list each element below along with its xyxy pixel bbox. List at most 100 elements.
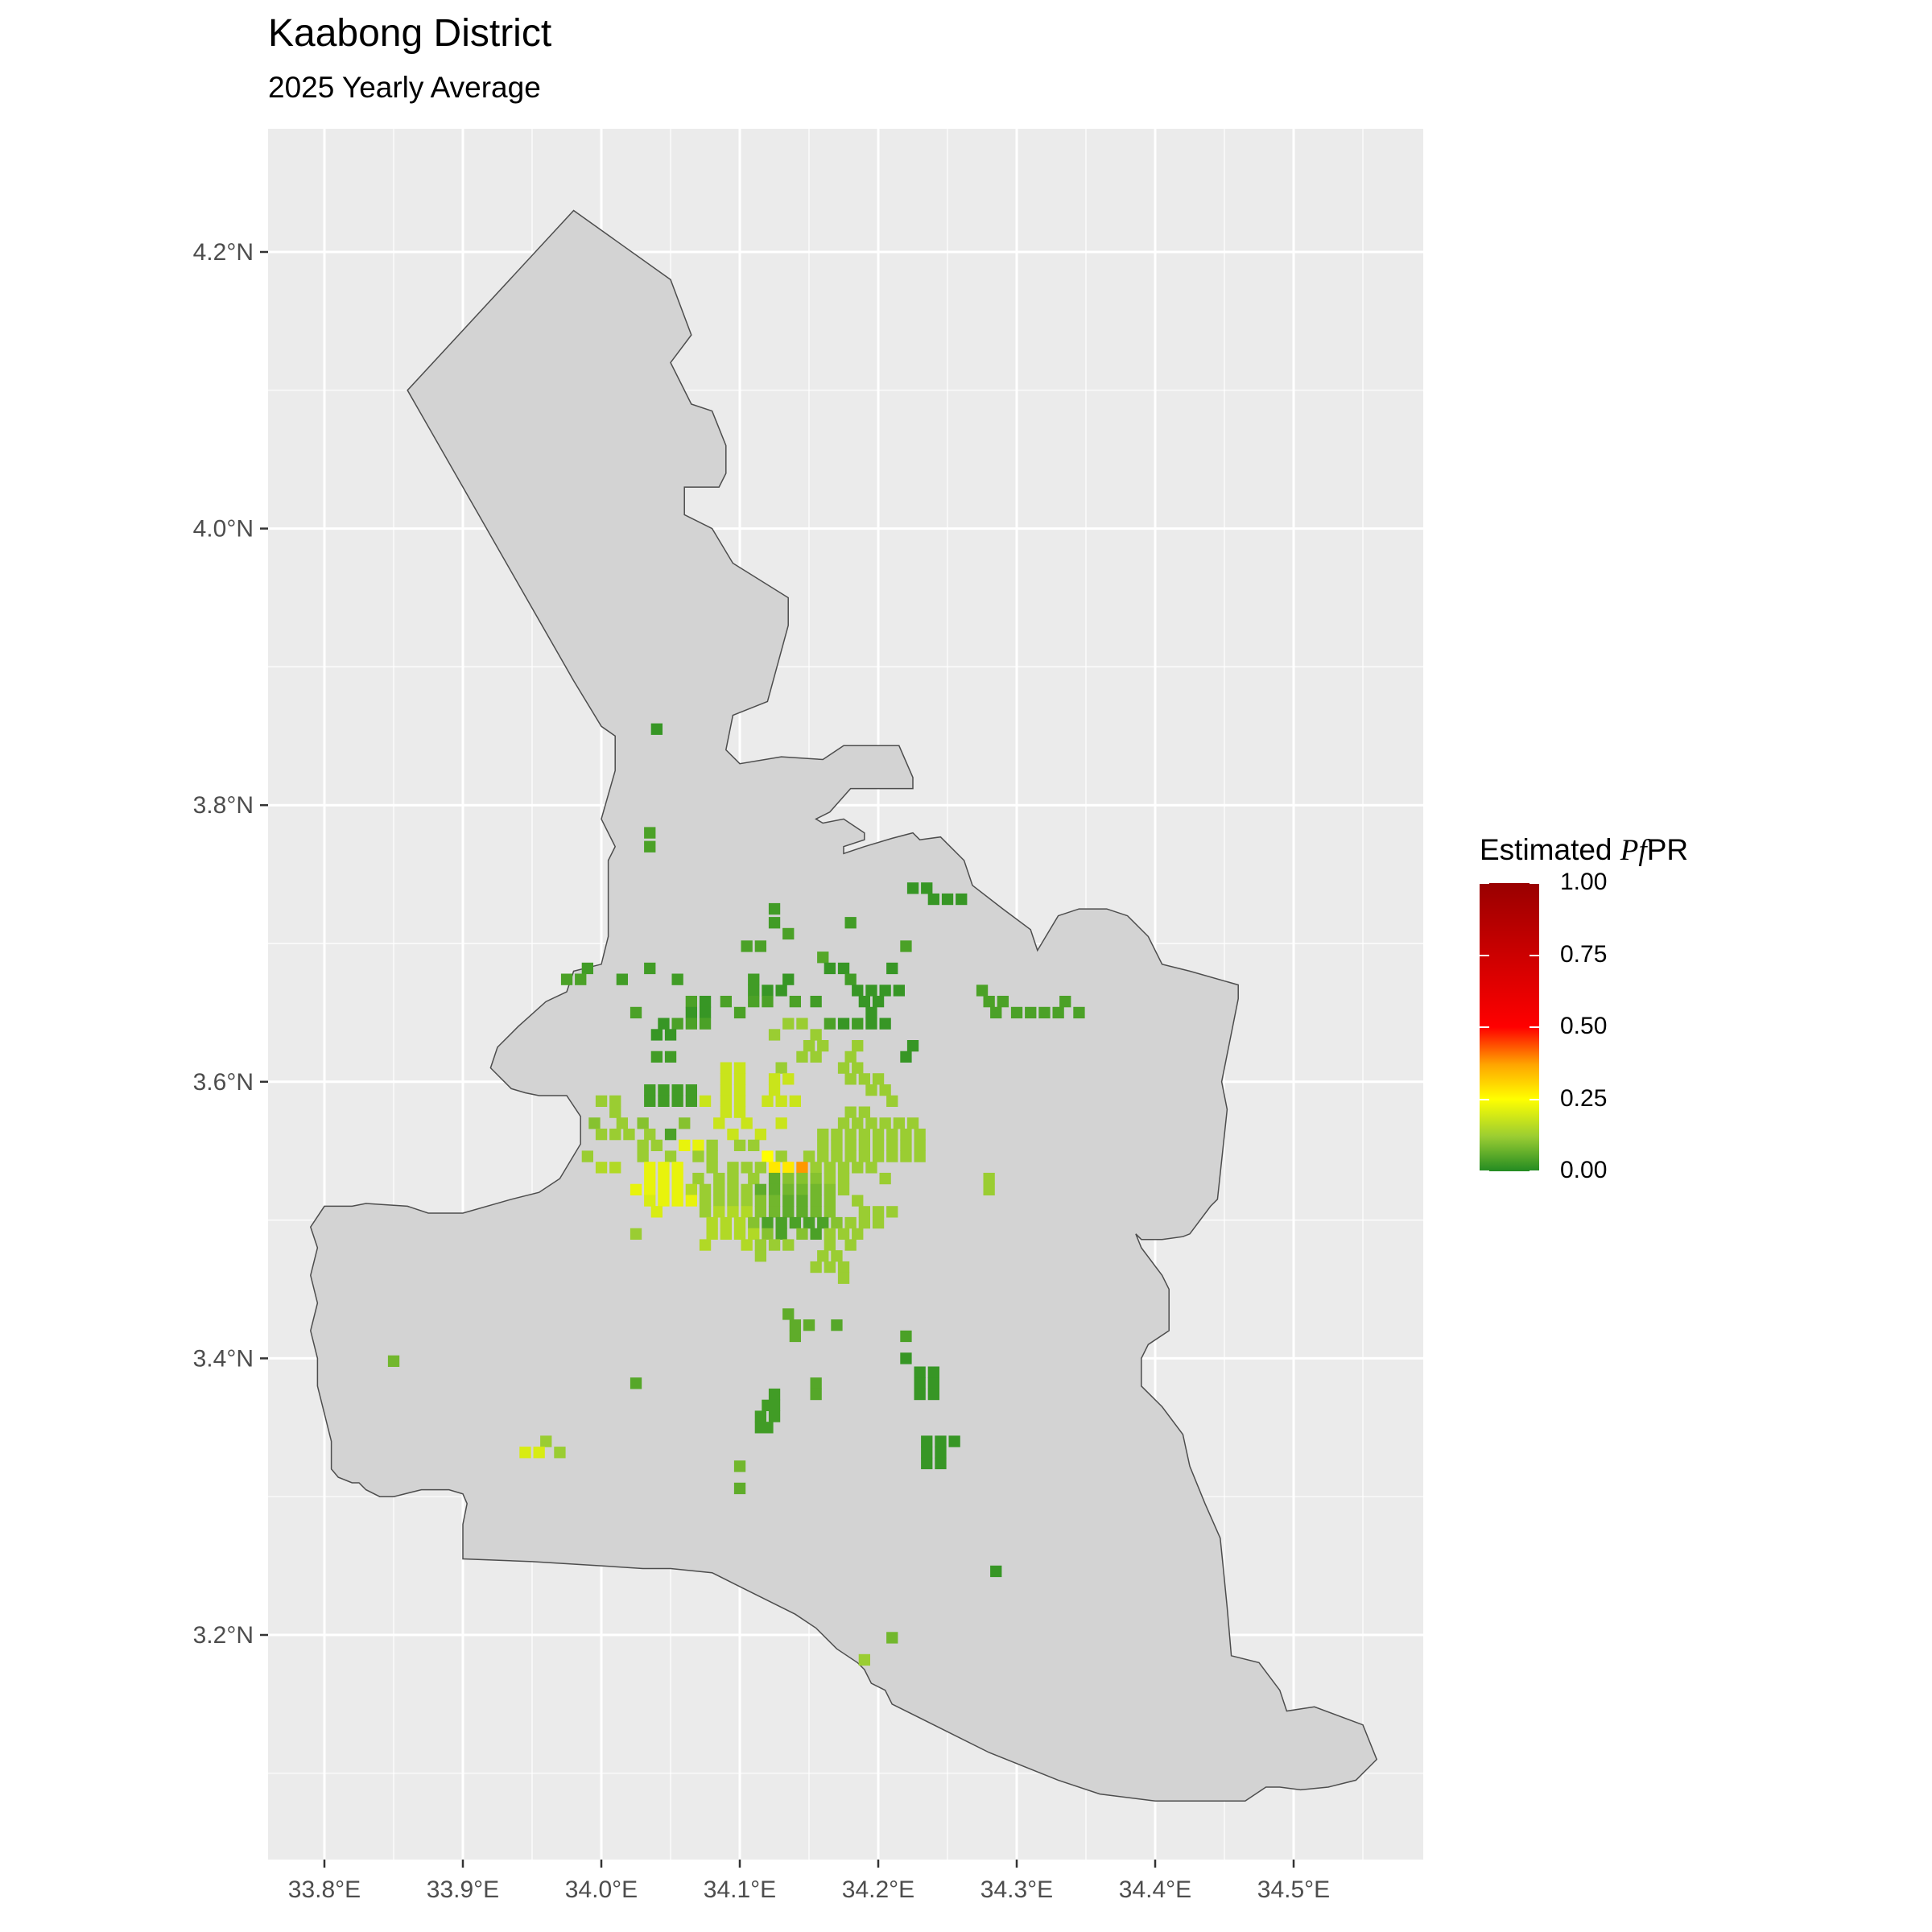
pfpr-cell	[837, 1228, 850, 1240]
legend-tick	[1530, 882, 1539, 884]
pfpr-cell	[650, 723, 663, 735]
pfpr-cell	[733, 1139, 746, 1151]
pfpr-cell	[782, 927, 795, 940]
pfpr-cell	[588, 1117, 601, 1129]
pfpr-cell	[844, 1051, 857, 1063]
pfpr-cell	[789, 996, 801, 1008]
pfpr-cell	[762, 1095, 774, 1107]
pfpr-cell	[754, 1422, 766, 1434]
pfpr-cell	[733, 1073, 746, 1085]
pfpr-cell	[900, 1129, 912, 1141]
pfpr-cell	[733, 1062, 746, 1074]
pfpr-cell	[837, 1062, 850, 1074]
pfpr-cell	[810, 1228, 822, 1240]
pfpr-cell	[595, 1129, 608, 1141]
x-tick-label: 34.5°E	[1257, 1876, 1330, 1903]
pfpr-cell	[644, 1129, 656, 1141]
pfpr-cell	[685, 1183, 697, 1195]
pfpr-cell	[768, 1195, 781, 1207]
x-axis: 33.8°E 33.9°E 34.0°E 34.1°E 34.2°E 34.3°E 34.4…	[288, 1860, 1330, 1903]
pfpr-cell	[733, 1106, 746, 1118]
pfpr-cell	[858, 996, 870, 1008]
legend-label: 0.00	[1560, 1157, 1608, 1183]
pfpr-cell	[741, 1183, 753, 1195]
pfpr-cell	[658, 1084, 670, 1096]
pfpr-cell	[775, 1216, 787, 1229]
pfpr-cell	[671, 1162, 683, 1174]
pfpr-cell	[581, 962, 593, 975]
pfpr-cell	[858, 1150, 870, 1162]
pfpr-cell	[609, 1095, 621, 1107]
pfpr-cell	[900, 1139, 912, 1151]
pfpr-cell	[852, 1195, 864, 1207]
pfpr-cell	[720, 996, 732, 1008]
pfpr-cell	[658, 1095, 670, 1107]
pfpr-cell	[671, 973, 683, 985]
pfpr-cell	[685, 1095, 697, 1107]
pfpr-cell	[644, 827, 656, 839]
pfpr-cell	[914, 1129, 926, 1141]
pfpr-cell	[727, 1183, 739, 1195]
legend-colorbar	[1480, 883, 1539, 1171]
legend-label: 0.25	[1560, 1084, 1608, 1112]
pfpr-cell	[699, 1206, 712, 1218]
pfpr-cell	[983, 1183, 995, 1195]
pfpr-cell	[872, 1129, 885, 1141]
pfpr-cell	[844, 917, 857, 929]
pfpr-cell	[720, 1095, 732, 1107]
pfpr-cell	[644, 1172, 656, 1185]
pfpr-cell	[713, 1172, 725, 1185]
pfpr-cell	[768, 1399, 781, 1411]
pfpr-cell	[914, 1366, 926, 1378]
pfpr-cell	[775, 1062, 787, 1074]
pfpr-cell	[720, 1106, 732, 1118]
pfpr-cell	[748, 1228, 760, 1240]
pfpr-cell	[554, 1447, 566, 1459]
pfpr-cell	[817, 1139, 829, 1151]
pfpr-cell	[1059, 996, 1071, 1008]
pfpr-cell	[748, 985, 760, 997]
pfpr-cell	[658, 1018, 670, 1030]
pfpr-cell	[664, 1051, 677, 1063]
pfpr-cell	[810, 1195, 822, 1207]
pfpr-cell	[789, 1319, 801, 1331]
pfpr-cell	[609, 1162, 621, 1174]
pfpr-cell	[789, 1216, 801, 1229]
pfpr-cell	[671, 1018, 683, 1030]
pfpr-cell	[733, 1006, 746, 1019]
district-boundary	[309, 209, 1378, 1802]
pfpr-cell	[927, 1388, 939, 1401]
pfpr-cell	[768, 1172, 781, 1185]
pfpr-cell	[540, 1435, 552, 1447]
pfpr-cell	[699, 1018, 712, 1030]
pfpr-cell	[630, 1377, 642, 1389]
pfpr-cell	[741, 1162, 753, 1174]
pfpr-cell	[658, 1183, 670, 1195]
pfpr-cell	[754, 1206, 766, 1218]
pfpr-cell	[768, 1388, 781, 1401]
pfpr-cell	[782, 1172, 795, 1185]
pfpr-cell	[650, 1051, 663, 1063]
pfpr-cell	[741, 1206, 753, 1218]
pfpr-cell	[630, 1006, 642, 1019]
pfpr-cell	[865, 1084, 877, 1096]
pfpr-cell	[733, 1482, 746, 1495]
pfpr-cell	[782, 1239, 795, 1251]
pfpr-cell	[616, 1117, 628, 1129]
legend-label: 0.50	[1560, 1013, 1608, 1039]
pfpr-cell	[817, 1040, 829, 1052]
pfpr-cell	[637, 1139, 649, 1151]
pfpr-cell	[768, 1029, 781, 1041]
pfpr-cell	[748, 1172, 760, 1185]
y-tick-label: 3.8°N	[193, 792, 254, 819]
pfpr-cell	[706, 1228, 718, 1240]
pfpr-cell	[1010, 1006, 1023, 1019]
pfpr-cell	[810, 1029, 822, 1041]
pfpr-cell	[713, 1195, 725, 1207]
legend-tick	[1530, 1170, 1539, 1172]
pfpr-cell	[768, 1183, 781, 1195]
pfpr-cell	[997, 996, 1009, 1008]
pfpr-cell	[699, 1183, 712, 1195]
pfpr-cell	[664, 1129, 677, 1141]
pfpr-cell	[865, 1117, 877, 1129]
